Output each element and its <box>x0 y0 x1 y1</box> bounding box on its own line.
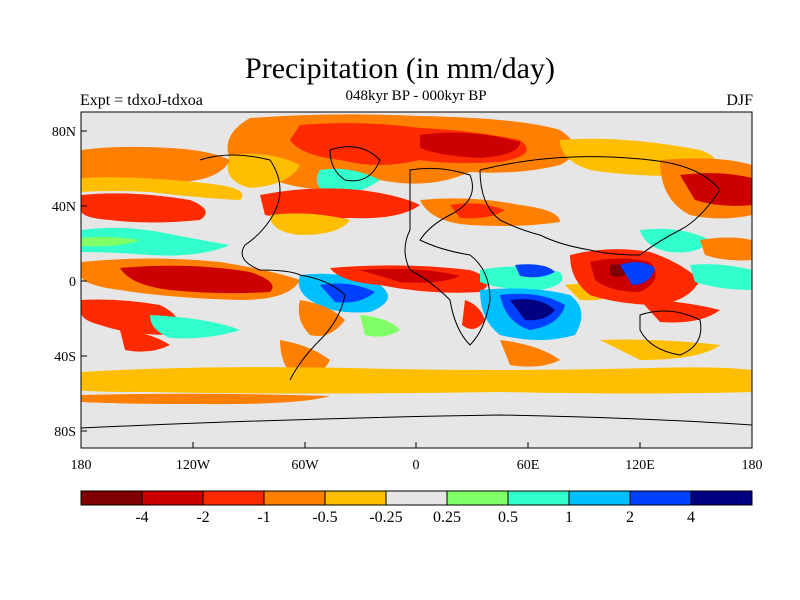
anomaly-region <box>150 315 240 339</box>
anomaly-region <box>510 299 555 321</box>
anomaly-region <box>640 300 720 323</box>
europe-africa-coastline <box>404 167 491 346</box>
lon-tick-label: 60E <box>517 458 540 473</box>
page-title: Precipitation (in mm/day) <box>245 52 555 85</box>
anomaly-region <box>81 227 230 256</box>
anomaly-region <box>260 188 420 220</box>
anomaly-region <box>270 213 350 235</box>
anomaly-region <box>600 339 720 360</box>
colorbar-swatch <box>507 490 570 506</box>
colorbar-label: 0.25 <box>433 509 461 526</box>
anomaly-region <box>81 236 140 247</box>
lat-tick-label: 80N <box>52 125 76 140</box>
season-label: DJF <box>726 92 753 109</box>
colorbar-label: -0.25 <box>369 509 402 526</box>
anomaly-region <box>81 367 752 394</box>
colorbar-swatch <box>568 490 631 506</box>
anomaly-region <box>680 173 752 206</box>
lat-tick-label: 40S <box>54 350 76 365</box>
anomaly-region <box>81 177 243 200</box>
colorbar-swatch <box>385 490 448 506</box>
colorbar-swatch <box>446 490 509 506</box>
anomaly-region <box>700 237 752 261</box>
anomaly-region <box>120 330 170 352</box>
colorbar-label: -0.5 <box>312 509 337 526</box>
lon-tick-label: 180 <box>742 458 763 473</box>
longitude-axis: 180 120W 60W 0 60E 120E 180 <box>71 442 763 473</box>
anomaly-region <box>690 264 752 290</box>
colorbar-swatch <box>629 490 692 506</box>
anomaly-region <box>360 315 400 337</box>
anomaly-region <box>81 393 330 405</box>
anomaly-region <box>320 283 375 303</box>
coastlines <box>81 146 752 429</box>
colorbar-label: 2 <box>626 509 634 526</box>
page-subtitle: 048kyr BP - 000kyr BP <box>345 88 487 104</box>
colorbar-swatch <box>141 490 204 506</box>
colorbar-swatch <box>324 490 387 506</box>
lon-tick-label: 120W <box>176 458 211 473</box>
lat-tick-label: 40N <box>52 200 76 215</box>
colorbar-swatch <box>690 490 753 506</box>
anomaly-region <box>450 203 505 219</box>
colorbar-label: 1 <box>565 509 573 526</box>
anomaly-region <box>81 146 230 185</box>
lat-tick-label: 0 <box>69 275 76 290</box>
anomaly-region <box>227 153 300 188</box>
colorbar-label: 0.5 <box>498 509 518 526</box>
anomaly-region <box>81 193 206 223</box>
anomaly-region <box>640 228 710 253</box>
lat-tick-label: 80S <box>54 425 76 440</box>
colorbar-label: 4 <box>687 509 695 526</box>
antarctica-coastline <box>81 414 752 429</box>
greenland-coastline <box>329 146 381 182</box>
anomaly-region <box>500 340 560 367</box>
colorbar-label: -4 <box>135 509 148 526</box>
australia-coastline <box>639 310 702 356</box>
experiment-label: Expt = tdxoJ-tdxoa <box>80 92 203 109</box>
anomaly-region <box>420 132 520 158</box>
americas-coastline <box>199 154 346 381</box>
anomaly-region <box>620 262 655 285</box>
anomaly-region <box>515 264 555 278</box>
lon-tick-label: 180 <box>71 458 92 473</box>
colorbar-swatch <box>80 490 143 506</box>
anomaly-region <box>120 265 273 294</box>
colorbar-swatch <box>263 490 326 506</box>
anomaly-region <box>298 300 345 336</box>
colorbar-label: -1 <box>257 509 270 526</box>
anomaly-region <box>462 300 485 329</box>
colorbar: -4 -2 -1 -0.5 -0.25 0.25 0.5 1 2 4 <box>80 490 753 526</box>
lon-tick-label: 60W <box>291 458 319 473</box>
colorbar-swatch <box>202 490 265 506</box>
colorbar-label: -2 <box>196 509 209 526</box>
map-field <box>81 112 752 448</box>
lon-tick-label: 0 <box>413 458 420 473</box>
asia-coastline <box>479 156 721 256</box>
latitude-axis: 80N 40N 0 40S 80S <box>52 125 87 440</box>
lon-tick-label: 120E <box>625 458 655 473</box>
anomaly-region <box>360 268 460 283</box>
